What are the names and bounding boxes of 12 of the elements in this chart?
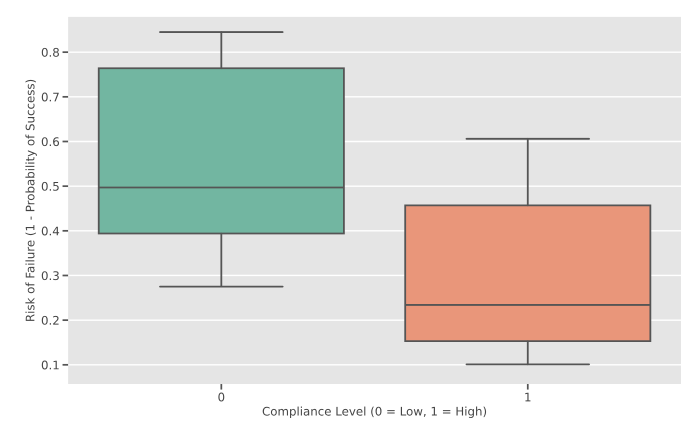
y-tick-label: 0.3: [42, 271, 59, 280]
y-axis-title: Risk of Failure (1 - Probability of Success): [25, 80, 37, 321]
y-tick-label: 0.7: [42, 92, 59, 102]
y-tick-label: 0.5: [42, 182, 59, 191]
x-axis-title: Compliance Level (0 = Low, 1 = High): [262, 406, 486, 418]
y-tick-label: 0.4: [42, 226, 60, 236]
x-tick-label: 0: [218, 392, 224, 402]
y-tick-label: 0.8: [42, 48, 59, 57]
y-tick-label: 0.1: [42, 360, 59, 370]
y-tick-label: 0.6: [42, 137, 60, 146]
y-tick-label: 0.2: [42, 316, 59, 325]
x-tick-label: 1: [525, 392, 530, 402]
